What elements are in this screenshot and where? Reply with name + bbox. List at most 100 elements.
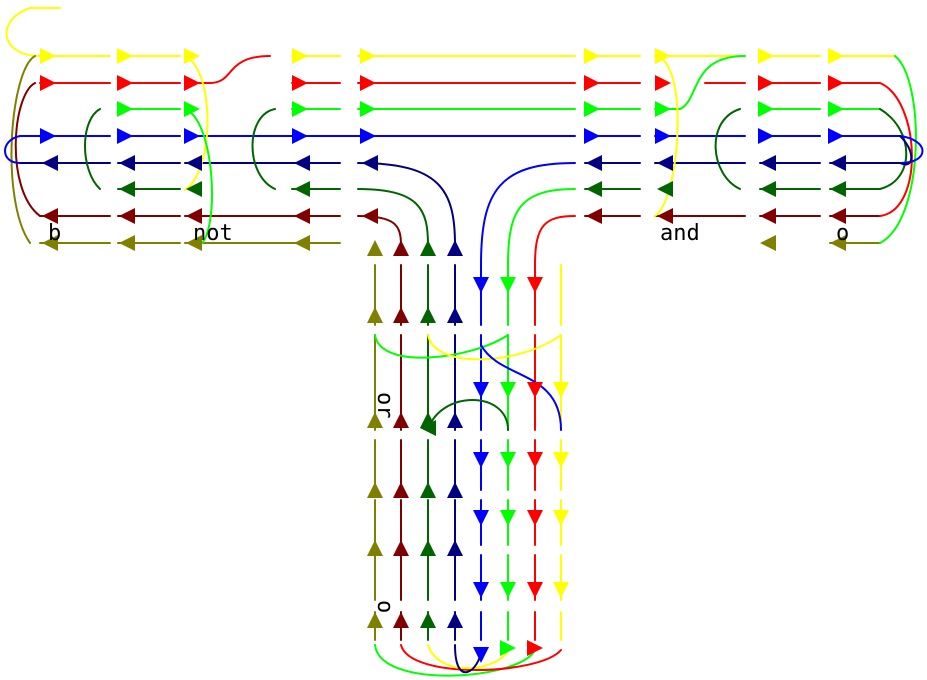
row-green-arrow-4	[360, 101, 376, 117]
swap-red-yellow	[209, 55, 271, 84]
loop-green-right	[879, 55, 917, 244]
loop-yellow-bottom	[427, 644, 509, 670]
row-blue-arrow-4	[360, 128, 376, 144]
column-red-arrow-3	[527, 452, 543, 468]
loop-darkgreen-left	[84, 108, 101, 190]
label-and: and	[660, 221, 700, 246]
column-olive-arrow-4	[367, 540, 383, 556]
row-blue-arrow-0	[40, 128, 56, 144]
column-darkgreen-arrow-3	[420, 482, 436, 498]
column-green-arrow-5	[500, 582, 516, 598]
loop-yellow-not	[184, 55, 209, 191]
column-blue-arrow-3	[473, 452, 489, 468]
column-red-arrow-5	[527, 582, 543, 598]
column-maroon-arrow-0	[393, 240, 409, 256]
loop-navy-right	[899, 135, 913, 166]
arrow-layer	[40, 48, 846, 663]
row-navy-arrow-2	[186, 155, 202, 171]
column-navy-arrow-2	[447, 412, 463, 428]
row-darkgreen-arrow-5	[586, 181, 602, 197]
row-olive-arrow-8	[830, 235, 846, 251]
loop-red-bottom	[400, 644, 562, 671]
column-maroon-arrow-1	[393, 307, 409, 323]
loop-darkgreen-mid	[251, 108, 276, 190]
row-navy-arrow-7	[760, 155, 776, 171]
column-green-arrow-2	[500, 382, 516, 398]
column-yellow-arrow-5	[553, 582, 569, 598]
row-maroon-arrow-6	[657, 208, 673, 224]
row-blue-arrow-6	[655, 128, 671, 144]
row-olive-arrow-1	[119, 235, 135, 251]
row-green-arrow-8	[828, 101, 844, 117]
label-o-top: o	[836, 221, 849, 246]
bottom-arrow-red	[527, 640, 543, 656]
column-maroon-arrow-4	[393, 540, 409, 556]
row-maroon-arrow-8	[830, 208, 846, 224]
row-darkgreen-arrow-3	[294, 181, 310, 197]
row-yellow-arrow-8	[828, 48, 844, 64]
column-olive-arrow-3	[367, 482, 383, 498]
column-yellow-arrow-4	[553, 510, 569, 526]
corner-navy	[357, 162, 456, 246]
row-blue-arrow-7	[758, 128, 774, 144]
loop-blue-right	[899, 135, 924, 164]
column-green-arrow-3	[500, 452, 516, 468]
bottom-arrow-green	[500, 640, 516, 656]
row-yellow-arrow-3	[292, 48, 308, 64]
corner-green	[507, 188, 576, 266]
column-yellow-arrow-3	[553, 452, 569, 468]
row-red-arrow-7	[758, 75, 774, 91]
cross-green-or	[374, 334, 509, 359]
column-maroon-arrow-2	[393, 412, 409, 428]
column-navy-arrow-1	[447, 307, 463, 323]
row-yellow-arrow-0	[40, 48, 56, 64]
column-olive-arrow-1	[367, 307, 383, 323]
row-red-arrow-8	[828, 75, 844, 91]
column-navy-arrow-0	[447, 240, 463, 256]
row-darkgreen-arrow-2	[186, 181, 202, 197]
column-navy-arrow-3	[447, 482, 463, 498]
column-red-arrow-2	[527, 382, 543, 398]
column-olive-arrow-5	[367, 612, 383, 628]
row-maroon-arrow-4	[362, 208, 378, 224]
row-navy-arrow-8	[830, 155, 846, 171]
label-b: b	[48, 221, 61, 246]
column-maroon-arrow-3	[393, 482, 409, 498]
column-navy-arrow-4	[447, 540, 463, 556]
row-red-arrow-4	[360, 75, 376, 91]
row-yellow-arrow-7	[758, 48, 774, 64]
row-blue-arrow-3	[292, 128, 308, 144]
loop-darkgreen-and	[714, 108, 741, 190]
row-yellow-arrow-2	[184, 48, 200, 64]
row-olive-arrow-0	[42, 235, 58, 251]
loop-blue-left	[4, 135, 21, 164]
label-or: or	[372, 392, 397, 419]
corner-darkgreen	[357, 188, 429, 246]
row-red-arrow-5	[584, 75, 600, 91]
row-green-arrow-3	[292, 101, 308, 117]
row-navy-arrow-0	[42, 155, 58, 171]
loop-red-right	[879, 82, 913, 217]
column-darkgreen-arrow-4	[420, 540, 436, 556]
row-maroon-arrow-0	[42, 208, 58, 224]
cross-darkgreen-or	[427, 399, 509, 431]
row-yellow-arrow-4	[360, 48, 376, 64]
column-olive-arrow-0	[367, 240, 383, 256]
loop-yellow-and	[654, 55, 679, 217]
corner-red	[534, 215, 576, 266]
loop-darkgreen-right	[879, 108, 908, 190]
row-maroon-arrow-2	[186, 208, 202, 224]
column-blue-arrow-4	[473, 510, 489, 526]
label-not: not	[193, 221, 233, 246]
row-yellow-arrow-6	[655, 48, 671, 64]
loop-maroon-left	[14, 82, 41, 217]
corner-maroon	[357, 215, 402, 246]
row-maroon-arrow-1	[119, 208, 135, 224]
row-darkgreen-arrow-8	[830, 181, 846, 197]
row-yellow-arrow-1	[117, 48, 133, 64]
row-red-arrow-2	[184, 75, 200, 91]
row-olive-arrow-2	[186, 235, 202, 251]
column-red-arrow-1	[527, 277, 543, 293]
row-green-arrow-7	[758, 101, 774, 117]
